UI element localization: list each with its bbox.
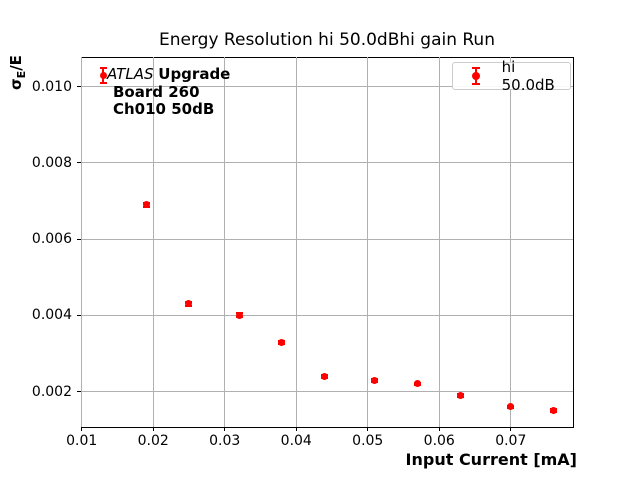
x-tick-label: 0.07 [495,433,527,449]
data-point [185,300,193,308]
y-tick-label: 0.004 [31,307,72,324]
annotation-line-channel: Ch010 50dB [113,100,215,118]
legend-errorbar-cap-top [472,67,480,69]
x-tick-mark [438,427,440,431]
x-tick-mark [152,427,154,431]
data-point [414,380,422,388]
data-point [507,403,515,411]
y-gridline [81,86,573,88]
data-point [235,311,243,319]
y-tick-mark [77,391,81,393]
y-tick-label: 0.006 [31,231,72,248]
annotation-upgrade-text: Upgrade [158,65,231,83]
errorbar-marker-icon [461,65,490,87]
x-tick-mark [367,427,369,431]
x-gridline [295,57,297,427]
annotation-atlas-text: ATLAS [107,65,154,83]
x-tick-label: 0.02 [137,433,169,449]
x-tick-mark [510,427,512,431]
x-gridline [510,57,512,427]
legend-label: hi 50.0dB [501,58,555,94]
error-bar-cap-bottom [99,81,107,84]
x-tick-mark [81,427,83,431]
y-gridline [81,238,573,240]
x-gridline [367,57,369,427]
y-tick-mark [77,314,81,316]
x-gridline [81,57,83,427]
y-gridline [81,314,573,316]
annotation-block: ATLAS Upgrade Board 260 Ch010 50dB [107,65,231,119]
x-gridline [152,57,154,427]
chart-title: Energy Resolution hi 50.0dBhi gain Run [159,30,495,50]
x-tick-label: 0.05 [352,433,384,449]
legend: hi 50.0dB [452,58,571,94]
annotation-line-board: Board 260 [113,82,200,101]
y-tick-label: 0.008 [31,154,72,171]
y-tick-mark [77,238,81,240]
data-point [99,71,107,79]
x-tick-mark [224,427,226,431]
x-gridline [438,57,440,427]
legend-errorbar-cap-bottom [472,83,480,85]
data-point [142,201,150,209]
x-tick-label: 0.03 [209,433,241,449]
x-tick-label: 0.04 [280,433,312,449]
y-gridline [81,162,573,164]
data-point [550,407,558,415]
y-tick-mark [77,86,81,88]
x-tick-label: 0.01 [66,433,98,449]
x-gridline [224,57,226,427]
x-tick-mark [295,427,297,431]
data-point [321,372,329,380]
error-bar-cap-top [99,66,107,69]
x-axis-label: Input Current [mA] [405,450,577,469]
data-point [457,391,465,399]
annotation-line-atlas: ATLAS Upgrade [107,65,231,84]
data-point [278,338,286,346]
y-tick-label: 0.010 [31,78,72,95]
x-tick-label: 0.06 [423,433,455,449]
plot-area [81,57,574,428]
y-tick-mark [77,162,81,164]
legend-errorbar-dot [472,72,480,80]
y-tick-label: 0.002 [31,383,72,400]
data-point [371,376,379,384]
y-gridline [81,391,573,393]
